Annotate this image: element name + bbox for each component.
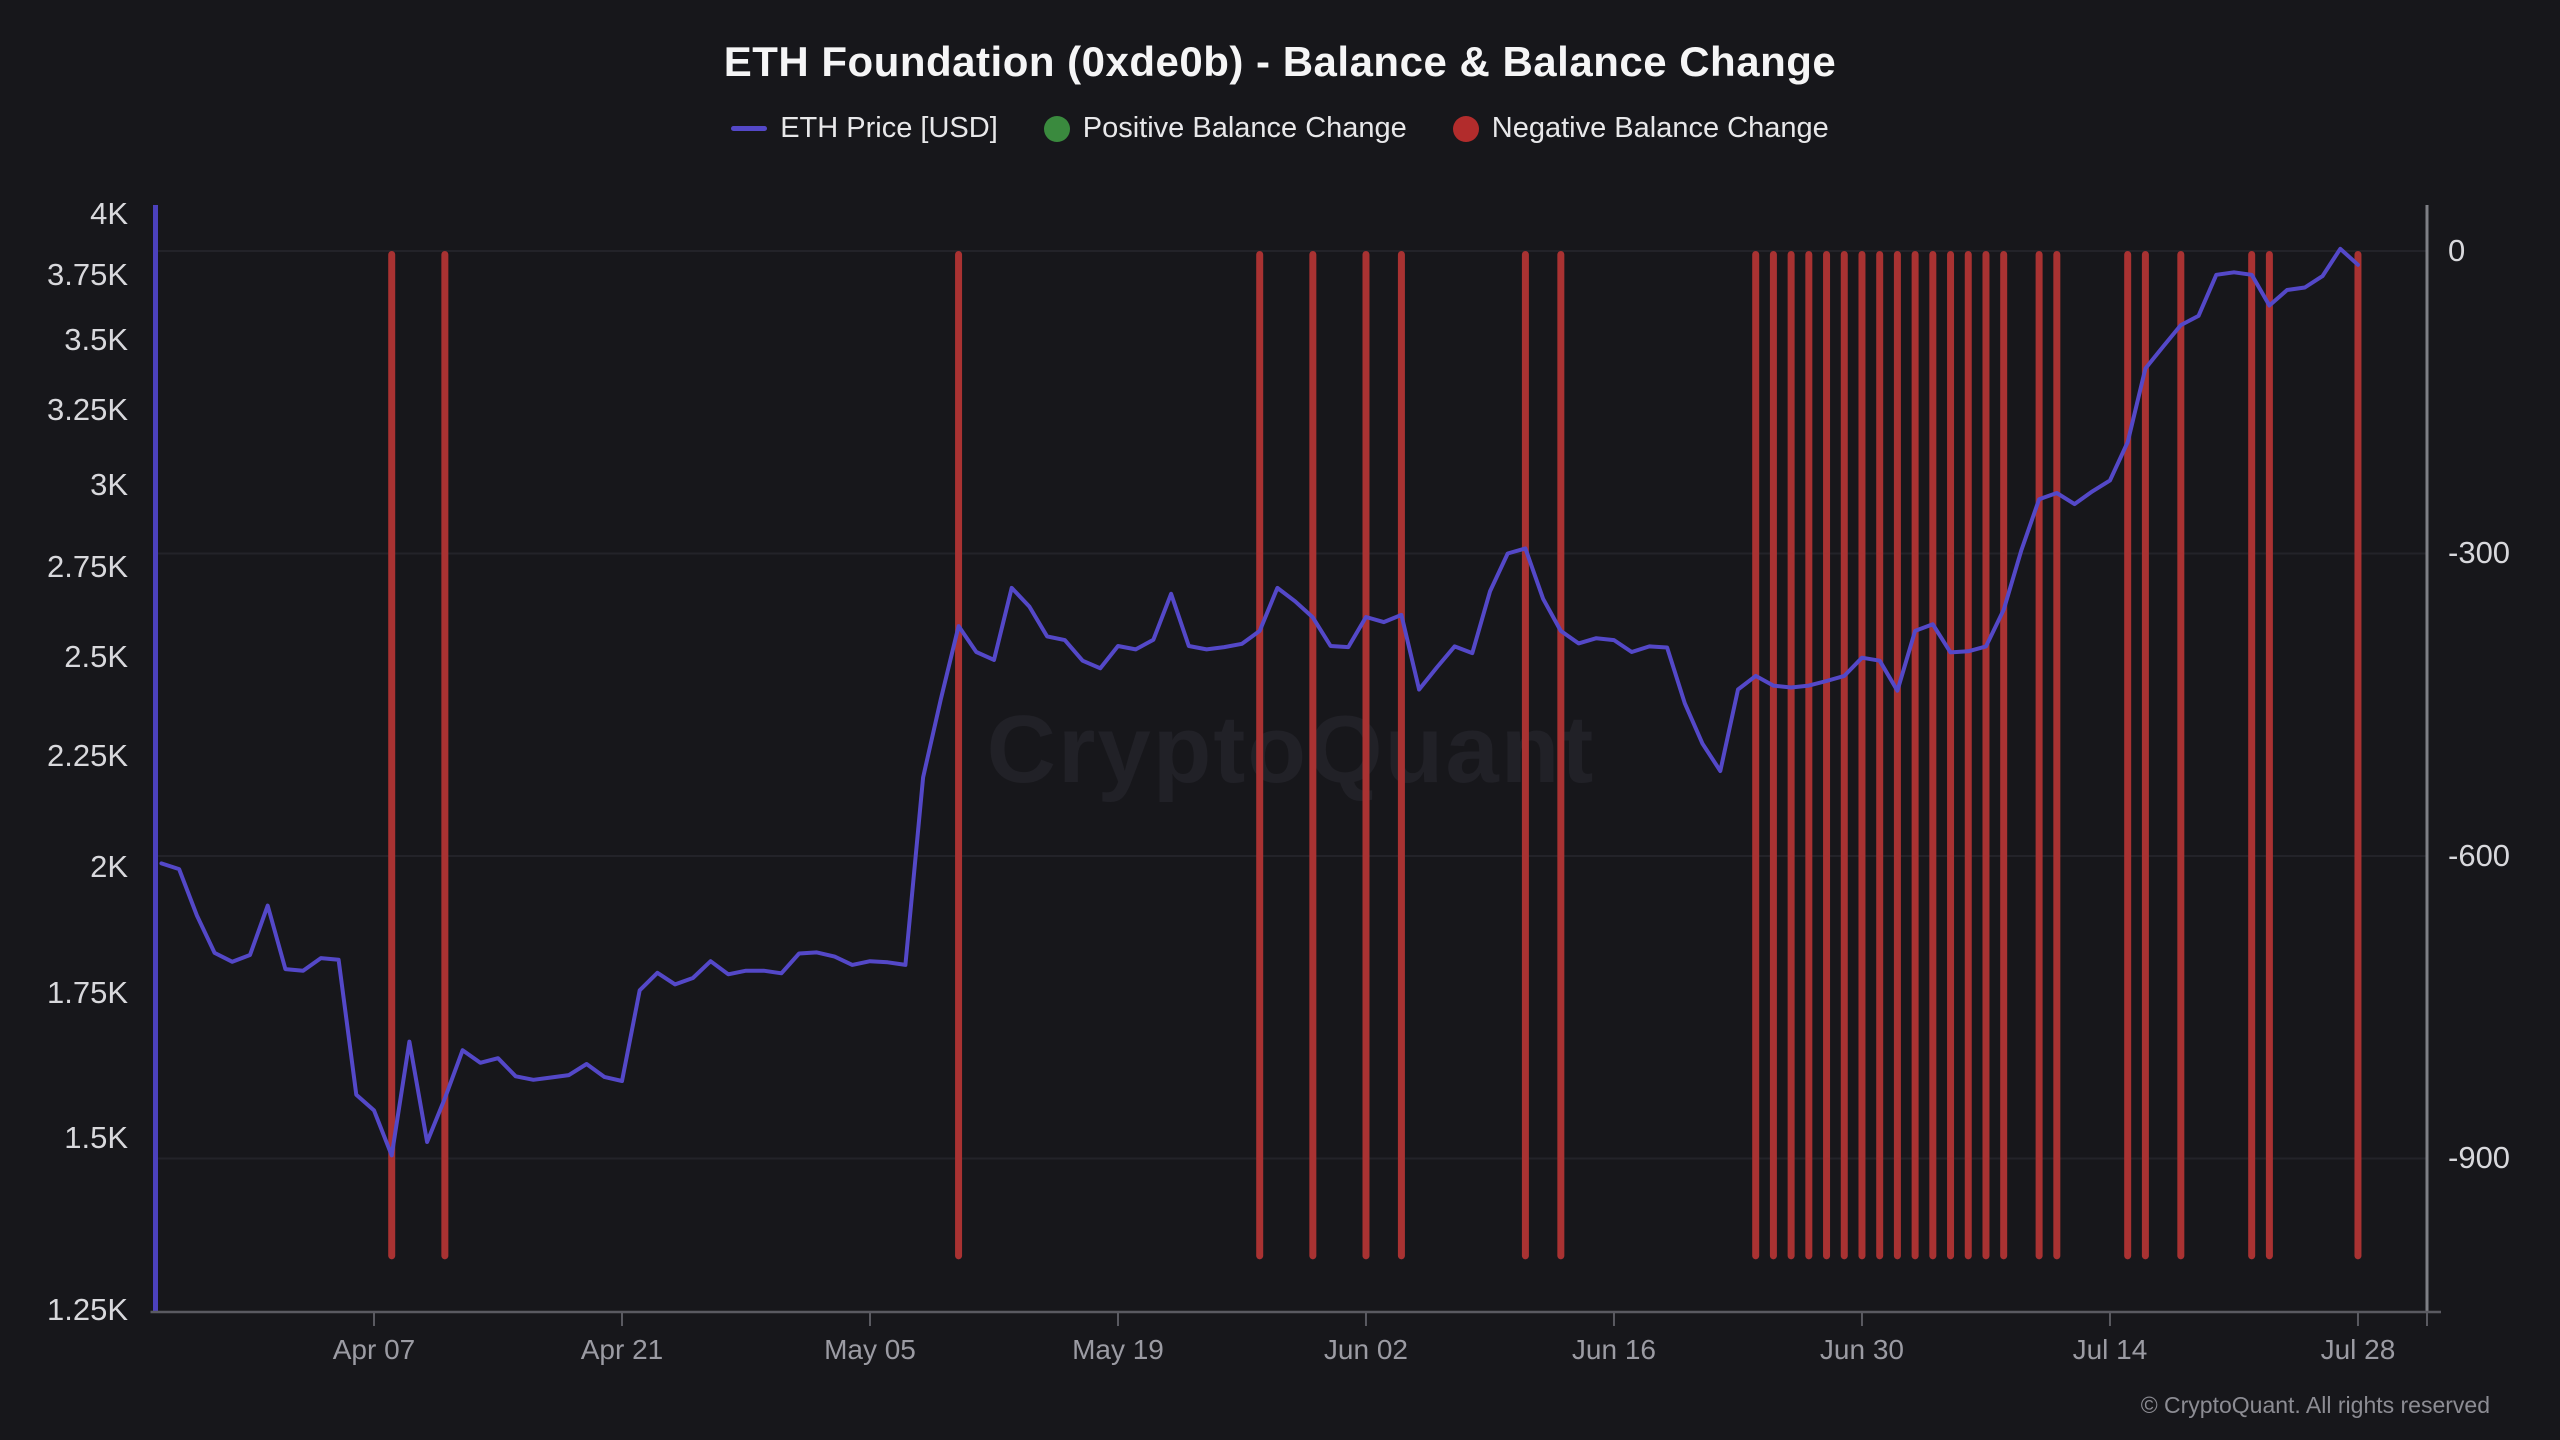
copyright-note: © CryptoQuant. All rights reserved <box>2140 1392 2490 1418</box>
y-axis-tick-left: 2.75K <box>46 549 128 585</box>
x-axis-tick-label: May 05 <box>824 1334 916 1365</box>
x-axis-tick-label: Jul 28 <box>2320 1334 2396 1365</box>
y-axis-tick-left: 3.75K <box>46 256 128 292</box>
y-axis-tick-left: 1.5K <box>64 1120 128 1156</box>
page-title: ETH Foundation (0xde0b) - Balance & Bala… <box>723 38 1837 85</box>
y-axis-tick-left: 3.5K <box>64 321 128 357</box>
x-axis-tick-label: Apr 07 <box>332 1334 416 1365</box>
legend-label: ETH Price [USD] <box>780 112 998 144</box>
legend-item-negative-balance-change[interactable]: Negative Balance Change <box>1452 112 1829 145</box>
y-axis-tick-right: -300 <box>2448 535 2511 571</box>
x-axis-tick-label: Jun 16 <box>1571 1334 1656 1365</box>
eth-price-line[interactable] <box>159 246 2360 1158</box>
green-dot-icon <box>1043 115 1070 142</box>
legend-item-eth-price[interactable]: ETH Price [USD] <box>731 112 998 145</box>
y-axis-tick-left: 2.25K <box>46 738 128 774</box>
y-axis-tick-left: 2.5K <box>64 638 128 674</box>
line-swatch-icon <box>731 126 768 131</box>
chart-legend: ETH Price [USD] Positive Balance Change … <box>0 112 2560 145</box>
y-axis-tick-right: -900 <box>2448 1140 2511 1176</box>
y-axis-tick-left: 1.75K <box>46 975 128 1010</box>
y-axis-tick-left: 2K <box>90 849 128 885</box>
x-axis-tick-label: May 19 <box>1072 1334 1164 1365</box>
y-axis-tick-left: 1.25K <box>46 1292 128 1328</box>
y-axis-tick-right: -600 <box>2448 837 2511 873</box>
legend-item-positive-balance-change[interactable]: Positive Balance Change <box>1043 112 1407 145</box>
x-axis-tick-label: Jun 02 <box>1323 1334 1408 1365</box>
y-axis-tick-left: 3.25K <box>46 391 128 427</box>
y-axis-tick-left: 4K <box>90 196 128 231</box>
legend-label: Negative Balance Change <box>1491 112 1829 144</box>
red-dot-icon <box>1452 115 1479 142</box>
cryptoquant-watermark: CryptoQuant <box>986 696 1596 803</box>
y-axis-tick-right: 0 <box>2448 233 2466 268</box>
x-axis-tick-label: Jun 30 <box>1819 1334 1904 1365</box>
x-axis-tick-label: Jul 14 <box>2072 1334 2148 1365</box>
legend-label: Positive Balance Change <box>1082 112 1407 144</box>
x-axis-tick-label: Apr 21 <box>580 1334 664 1365</box>
y-axis-tick-left: 3K <box>90 467 128 503</box>
